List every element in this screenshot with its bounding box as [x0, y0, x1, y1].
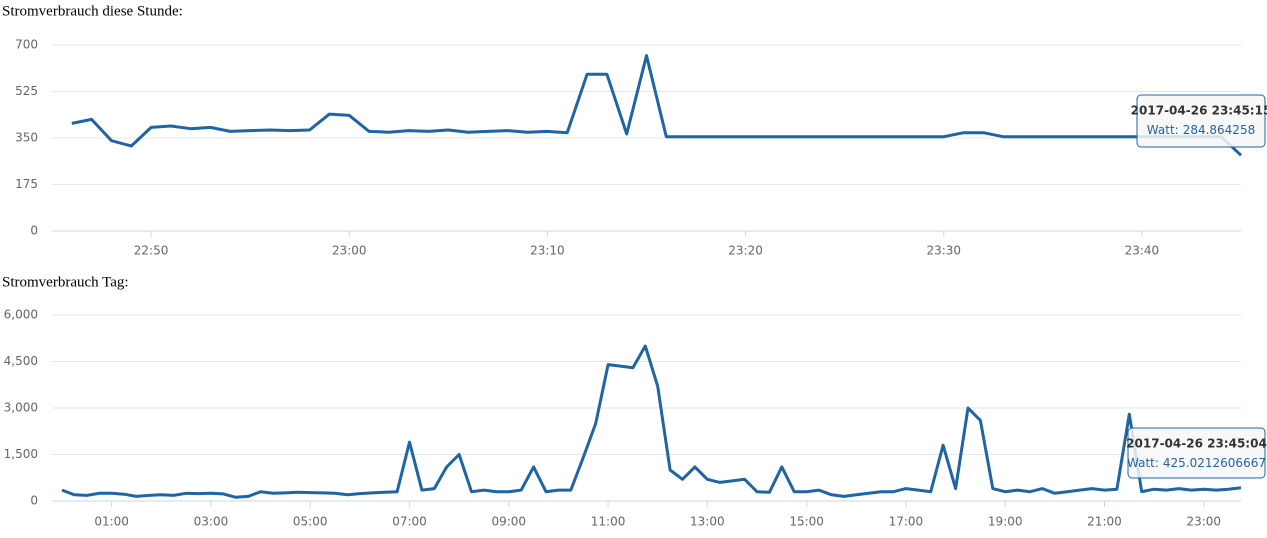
x-tick-label: 01:00 [94, 515, 129, 529]
tooltip-box [1127, 427, 1266, 479]
x-tick-label: 21:00 [1087, 515, 1122, 529]
x-tick-label: 11:00 [591, 515, 626, 529]
tooltip-number: 284.864258 [1183, 123, 1256, 137]
y-tick-label: 350 [15, 131, 38, 145]
tooltip-time: 2017-04-26 23:45:15 [1131, 104, 1267, 118]
data-line [61, 344, 1242, 499]
y-tick-label: 1,500 [4, 447, 38, 461]
x-tick-label: 23:00 [1186, 515, 1221, 529]
x-tick-label: 23:20 [728, 244, 763, 258]
y-tick-label: 525 [15, 84, 38, 98]
data-line [71, 54, 1243, 157]
y-tick-label: 175 [15, 177, 38, 191]
tooltip-number: 425.0212606667 [1163, 456, 1266, 470]
tooltip-label: Watt: [1147, 123, 1179, 137]
y-tick-label: 700 [15, 38, 38, 52]
y-tick-label: 3,000 [4, 401, 38, 415]
x-tick-label: 13:00 [690, 515, 725, 529]
x-tick-label: 05:00 [293, 515, 328, 529]
tooltip-box [1136, 94, 1266, 148]
x-tick-label: 23:30 [926, 244, 961, 258]
tooltip-value: Watt: 284.864258 [1147, 123, 1255, 137]
x-tick-label: 15:00 [789, 515, 824, 529]
y-tick-label: 0 [30, 224, 38, 238]
x-tick-label: 23:40 [1125, 244, 1160, 258]
y-tick-label: 0 [30, 494, 38, 508]
x-tick-label: 19:00 [988, 515, 1023, 529]
chart-title: Stromverbrauch Tag: [2, 274, 129, 290]
y-tick-label: 4,500 [4, 354, 38, 368]
tooltip-time: 2017-04-26 23:45:04 [1126, 437, 1267, 451]
x-tick-label: 09:00 [491, 515, 526, 529]
x-tick-label: 23:10 [530, 244, 565, 258]
x-tick-label: 23:00 [332, 244, 367, 258]
x-tick-label: 03:00 [194, 515, 229, 529]
tooltip-label: Watt: [1127, 456, 1159, 470]
y-tick-label: 6,000 [4, 308, 38, 322]
x-tick-label: 07:00 [392, 515, 427, 529]
x-tick-label: 22:50 [134, 244, 169, 258]
chart-title: Stromverbrauch diese Stunde: [2, 3, 183, 19]
tooltip-value: Watt: 425.0212606667 [1127, 456, 1266, 470]
x-tick-label: 17:00 [889, 515, 924, 529]
